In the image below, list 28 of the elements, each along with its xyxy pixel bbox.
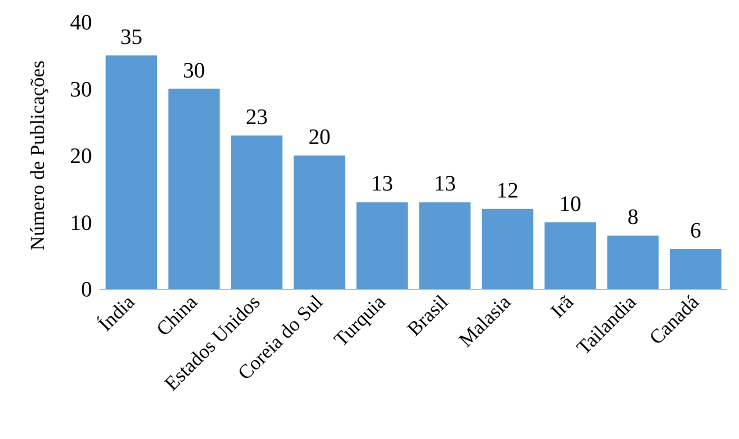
bar bbox=[231, 135, 282, 289]
data-label: 6 bbox=[690, 217, 702, 242]
bar bbox=[607, 236, 659, 289]
y-tick-label: 40 bbox=[70, 10, 92, 34]
y-tick-label: 0 bbox=[81, 276, 92, 302]
bar bbox=[670, 248, 722, 289]
bar bbox=[544, 222, 596, 289]
bar bbox=[356, 202, 408, 289]
data-label: 10 bbox=[559, 190, 582, 216]
x-tick-label: Irã bbox=[546, 291, 578, 322]
data-label: 13 bbox=[434, 170, 456, 196]
bar bbox=[106, 55, 158, 289]
y-tick-label: 10 bbox=[70, 210, 92, 235]
bar bbox=[419, 202, 471, 289]
y-tick-label: 30 bbox=[70, 76, 92, 102]
data-label: 8 bbox=[627, 204, 638, 230]
bar bbox=[168, 88, 220, 289]
bar bbox=[482, 208, 534, 289]
data-label: 35 bbox=[120, 24, 142, 49]
data-label: 20 bbox=[308, 124, 330, 149]
bar bbox=[294, 156, 346, 289]
data-label: 13 bbox=[371, 170, 394, 196]
data-label: 23 bbox=[246, 104, 268, 129]
x-tick-label: Índia bbox=[94, 290, 140, 336]
data-label: 30 bbox=[183, 57, 206, 82]
data-label: 12 bbox=[496, 177, 519, 202]
y-axis-title: Número de Publicações bbox=[27, 60, 49, 250]
y-tick-label: 20 bbox=[70, 143, 92, 168]
